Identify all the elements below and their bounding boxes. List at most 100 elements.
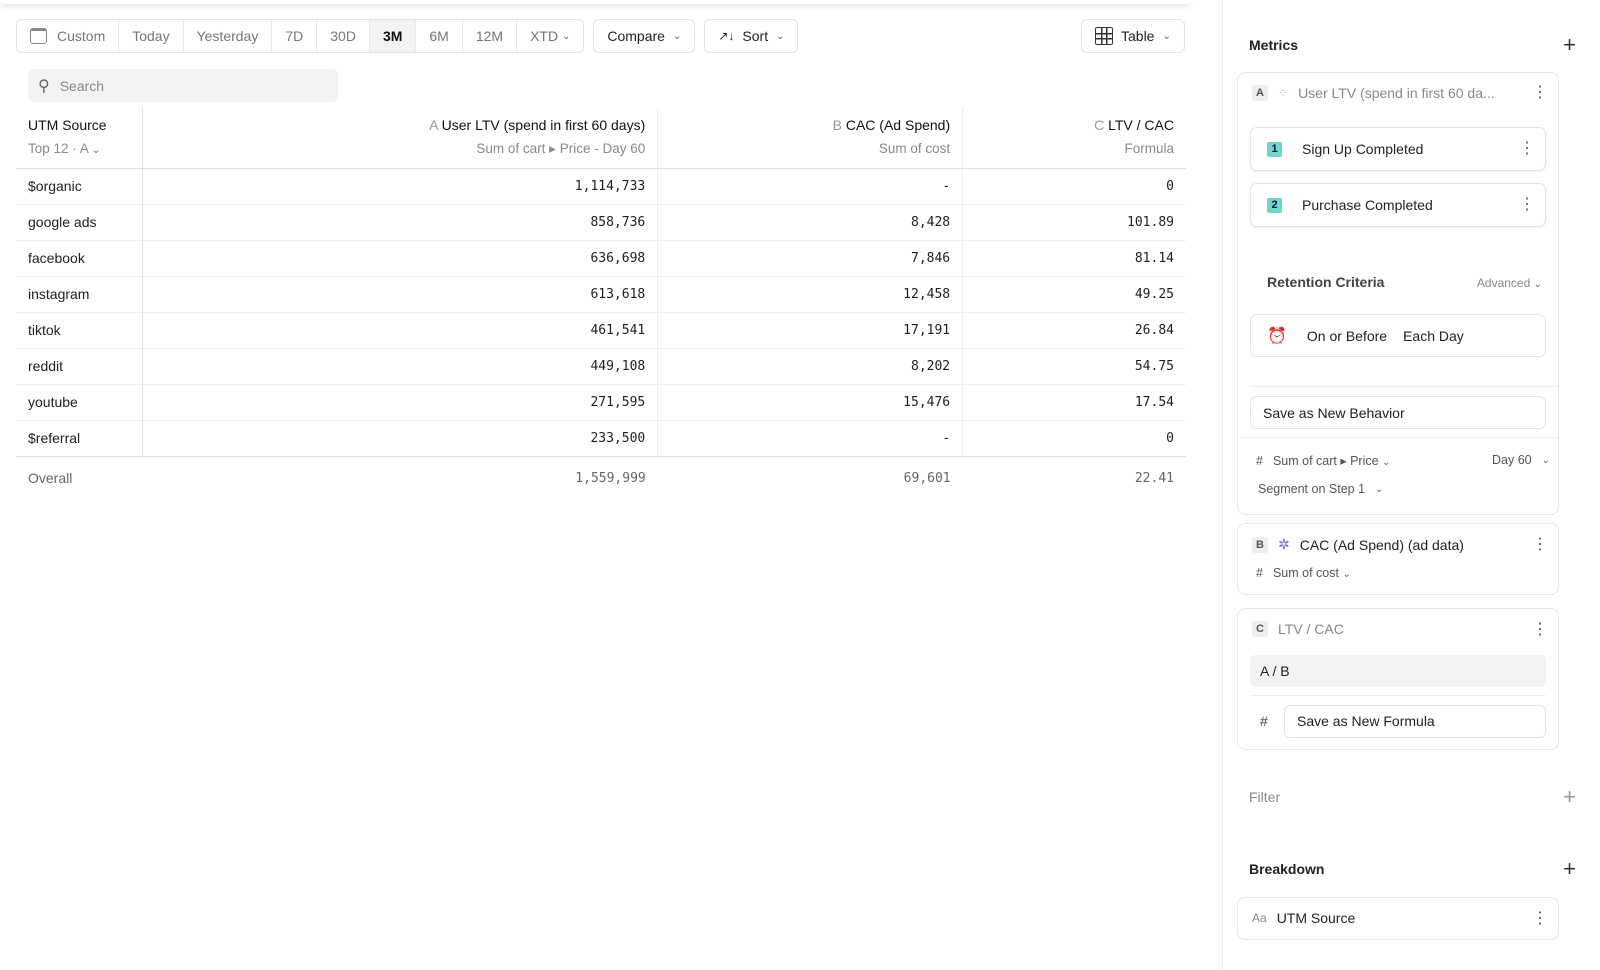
date-range-selector: Custom Today Yesterday 7D 30D 3M 6M 12M … (16, 19, 585, 53)
table-row: youtube 271,595 15,476 17.54 (16, 384, 1186, 421)
column-header-utm-source[interactable]: UTM Source Top 12 · A ⌄ (16, 107, 143, 169)
table-row: google ads 858,736 8,428 101.89 (16, 204, 1186, 241)
cell-value: 22.41 (1134, 470, 1174, 486)
add-breakdown-plus-icon[interactable]: + (1563, 856, 1576, 881)
cell-value: 0 (962, 420, 1186, 457)
cell-value: 17,191 (657, 312, 964, 349)
cell-value: 858,736 (142, 204, 659, 241)
retention-criteria-title: Retention Criteria (1267, 274, 1385, 290)
toolbar: Custom Today Yesterday 7D 30D 3M 6M 12M … (16, 19, 799, 53)
on-or-before-dropdown[interactable]: On or Before (1306, 327, 1388, 344)
table-grid-icon (1095, 27, 1113, 45)
table-row: instagram 613,618 12,458 49.25 (16, 276, 1186, 313)
more-icon[interactable]: ⋮ (1532, 84, 1548, 101)
cell-value: 26.84 (962, 312, 1186, 349)
number-hash-icon: # (1256, 566, 1263, 580)
table-row: $referral 233,500-0 (16, 420, 1186, 457)
chevron-down-icon: ⌄ (672, 30, 682, 42)
each-day-dropdown[interactable]: Each Day (1403, 327, 1464, 344)
column-header-c[interactable]: C LTV / CAC Formula (962, 107, 1186, 169)
breakdown-utm-source[interactable]: Aa UTM Source ⋮ (1237, 897, 1559, 940)
cell-utm-source: reddit (16, 348, 143, 385)
metric-a-title[interactable]: User LTV (spend in first 60 da... (1298, 85, 1495, 101)
metric-c-title[interactable]: LTV / CAC (1278, 621, 1344, 637)
string-type-icon: Aa (1252, 911, 1267, 925)
cell-value: 17.54 (962, 384, 1186, 421)
divider (1238, 437, 1558, 438)
aggregation-dropdown[interactable]: Sum of cost ⌄ (1272, 566, 1351, 580)
cell-value: 8,202 (657, 348, 964, 385)
more-icon[interactable]: ⋮ (1519, 196, 1535, 213)
overall-row: Overall 1,559,999 69,601 22.41 (16, 456, 1186, 500)
column-header-b[interactable]: B CAC (Ad Spend) Sum of cost (657, 107, 964, 169)
chevron-down-icon: ⌄ (561, 30, 571, 42)
chevron-down-icon: ⌄ (1382, 457, 1391, 468)
more-icon[interactable]: ⋮ (1532, 910, 1548, 927)
step-2[interactable]: 2 Purchase Completed ⋮ (1250, 183, 1546, 227)
cell-value: - (657, 420, 964, 457)
column-header-a[interactable]: A User LTV (spend in first 60 days) Sum o… (142, 107, 659, 169)
cell-value: 0 (962, 168, 1186, 205)
date-3m[interactable]: 3M (369, 20, 417, 52)
cell-value: 613,618 (142, 276, 659, 313)
save-as-new-behavior-button[interactable]: Save as New Behavior (1250, 396, 1546, 429)
more-icon[interactable]: ⋮ (1519, 140, 1535, 157)
cell-value: 8,428 (657, 204, 964, 241)
cell-value: 12,458 (657, 276, 964, 313)
date-12m[interactable]: 12M (463, 20, 518, 52)
chevron-down-icon: ⌄ (1541, 454, 1550, 466)
cell-value: 7,846 (657, 240, 964, 277)
date-custom[interactable]: Custom (17, 20, 120, 52)
cell-value: 54.75 (962, 348, 1186, 385)
ad-data-icon: ✲ (1278, 536, 1290, 552)
step-1[interactable]: 1 Sign Up Completed ⋮ (1250, 127, 1546, 171)
results-table: UTM Source Top 12 · A ⌄ A User LTV (spend… (16, 107, 1186, 500)
cell-utm-source: $organic (16, 168, 143, 205)
date-yesterday[interactable]: Yesterday (184, 20, 273, 52)
cell-utm-source: instagram (16, 276, 143, 313)
chevron-down-icon: ⌄ (1533, 279, 1542, 290)
more-icon[interactable]: ⋮ (1532, 536, 1548, 553)
day-dropdown[interactable]: Day 60 ⌄ (1492, 453, 1550, 467)
date-7d[interactable]: 7D (272, 20, 318, 52)
segment-dropdown[interactable]: Segment on Step 1 ⌄ (1258, 482, 1384, 496)
search-icon: ⚲ (38, 77, 50, 95)
number-hash-icon: # (1256, 453, 1263, 468)
cell-value: 81.14 (962, 240, 1186, 277)
add-filter-plus-icon[interactable]: + (1563, 784, 1576, 809)
compare-button[interactable]: Compare ⌄ (593, 19, 696, 53)
sort-button[interactable]: ↗↓ Sort ⌄ (704, 19, 799, 53)
cell-utm-source: facebook (16, 240, 143, 277)
retention-criteria-selector[interactable]: ⏰ On or Before Each Day (1250, 314, 1546, 357)
table-row: reddit 449,108 8,202 54.75 (16, 348, 1186, 385)
date-today[interactable]: Today (119, 20, 184, 52)
date-6m[interactable]: 6M (416, 20, 463, 52)
filter-title: Filter (1249, 789, 1281, 805)
divider (1250, 695, 1546, 696)
metric-b-title[interactable]: CAC (Ad Spend) (ad data) (1299, 536, 1464, 553)
number-hash-icon: # (1260, 713, 1268, 729)
cell-value: 449,108 (142, 348, 659, 385)
metric-card-b: B ✲ CAC (Ad Spend) (ad data) ⋮ # Sum of cos… (1237, 523, 1559, 595)
view-table-button[interactable]: Table ⌄ (1081, 19, 1185, 53)
cell-value: 1,559,999 (575, 470, 646, 486)
date-30d[interactable]: 30D (317, 20, 370, 52)
sidebar: Metrics + A ⁘ User LTV (spend in first 60 … (1222, 0, 1600, 970)
add-metric-plus-icon[interactable]: + (1563, 32, 1576, 57)
advanced-dropdown[interactable]: Advanced ⌄ (1476, 276, 1542, 290)
cell-utm-source: $referral (16, 420, 143, 457)
metric-card-c: C LTV / CAC ⋮ A / B # Save as New Formula (1237, 608, 1559, 750)
cell-value: 636,698 (142, 240, 659, 277)
search-input[interactable]: ⚲ Search (28, 69, 338, 102)
top-n-dropdown[interactable]: Top 12 · A ⌄ (28, 141, 101, 156)
sort-icon: ↗↓ (718, 29, 735, 43)
table-row: facebook 636,698 7,846 81.14 (16, 240, 1186, 277)
date-xtd[interactable]: XTD ⌄ (530, 28, 571, 44)
aggregation-dropdown[interactable]: Sum of cart ▸ Price ⌄ (1272, 454, 1391, 468)
formula-input[interactable]: A / B (1250, 655, 1546, 687)
breakdown-title: Breakdown (1249, 861, 1325, 877)
save-as-new-formula-button[interactable]: Save as New Formula (1284, 705, 1546, 738)
chevron-down-icon: ⌄ (1162, 30, 1171, 42)
metrics-title: Metrics (1249, 37, 1299, 53)
more-icon[interactable]: ⋮ (1532, 621, 1548, 638)
